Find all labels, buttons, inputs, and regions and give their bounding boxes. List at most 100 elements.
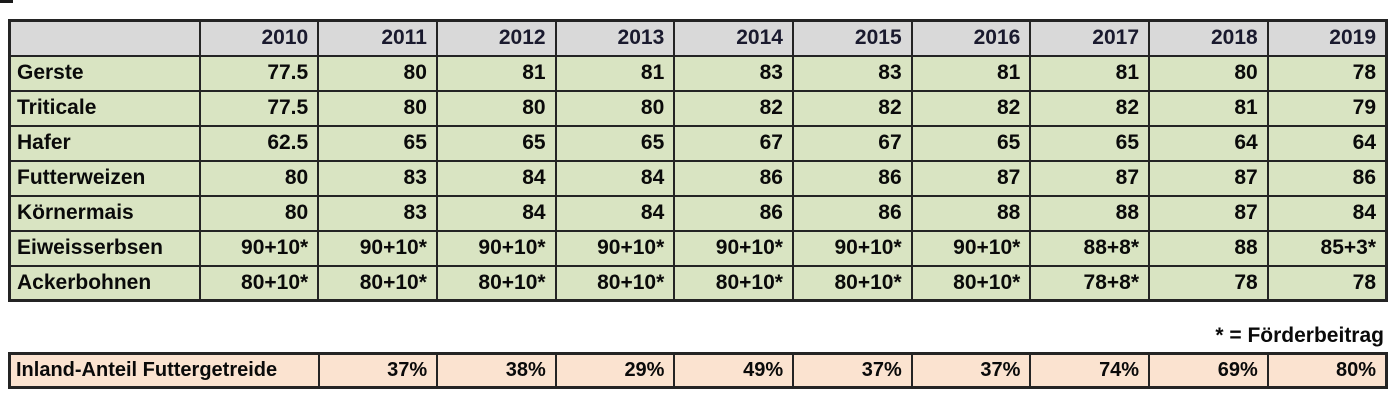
- value-cell: 67: [791, 124, 913, 162]
- value-cell: 90+10*: [673, 229, 794, 267]
- table-row-futterweizen: Futterweizen 80 83 84 84 86 86 87 87 87 …: [8, 159, 1388, 197]
- value-cell: 80: [317, 54, 438, 92]
- value-cell: 79: [1266, 89, 1388, 127]
- value-cell: 88: [1029, 194, 1150, 232]
- value-cell: 80+10*: [910, 264, 1032, 302]
- value-cell: 90+10*: [910, 229, 1032, 267]
- percent-cell: 74%: [1029, 352, 1151, 389]
- value-cell: 84: [554, 194, 676, 232]
- value-cell: 82: [673, 89, 794, 127]
- value-cell: 86: [791, 159, 913, 197]
- value-cell: 67: [673, 124, 794, 162]
- percent-cell: 37%: [910, 352, 1032, 389]
- value-cell: 83: [317, 159, 438, 197]
- value-cell: 90+10*: [317, 229, 438, 267]
- value-cell: 88: [1148, 229, 1269, 267]
- value-cell: 77.5: [198, 89, 320, 127]
- year-header-2012: 2012: [435, 19, 557, 57]
- value-cell: 87: [1029, 159, 1150, 197]
- value-cell: 80: [554, 89, 676, 127]
- row-label: Triticale: [8, 89, 201, 127]
- value-cell: 88: [910, 194, 1032, 232]
- value-cell: 86: [673, 194, 794, 232]
- table-row-koernermais: Körnermais 80 83 84 84 86 86 88 88 87 84: [8, 194, 1388, 232]
- value-cell: 90+10*: [198, 229, 320, 267]
- value-cell: 78: [1266, 264, 1388, 302]
- percent-cell: 80%: [1266, 352, 1388, 389]
- year-header-2016: 2016: [910, 19, 1032, 57]
- value-cell: 65: [910, 124, 1032, 162]
- value-cell: 84: [435, 159, 557, 197]
- year-header-2014: 2014: [673, 19, 794, 57]
- bottom-row-label: Inland-Anteil Futtergetreide: [8, 352, 320, 389]
- value-cell: 80+10*: [791, 264, 913, 302]
- percent-cell: 69%: [1148, 352, 1269, 389]
- value-cell: 65: [435, 124, 557, 162]
- value-cell: 84: [554, 159, 676, 197]
- value-cell: 84: [435, 194, 557, 232]
- year-header-2017: 2017: [1029, 19, 1150, 57]
- value-cell: 64: [1266, 124, 1388, 162]
- percent-cell: 37%: [792, 352, 913, 389]
- value-cell: 78: [1266, 54, 1388, 92]
- value-cell: 81: [1029, 54, 1150, 92]
- value-cell: 86: [791, 194, 913, 232]
- percent-cell: 37%: [317, 352, 439, 389]
- row-label: Körnermais: [8, 194, 201, 232]
- value-cell: 87: [1148, 159, 1269, 197]
- year-header-2015: 2015: [791, 19, 913, 57]
- header-row: 2010 2011 2012 2013 2014 2015 2016 2017 …: [8, 19, 1388, 57]
- value-cell: 65: [554, 124, 676, 162]
- row-label: Ackerbohnen: [8, 264, 201, 302]
- value-cell: 85+3*: [1266, 229, 1388, 267]
- year-header-2019: 2019: [1266, 19, 1388, 57]
- crop-edge-artifact: [0, 0, 13, 3]
- value-cell: 80+10*: [554, 264, 676, 302]
- year-header-2013: 2013: [554, 19, 676, 57]
- row-label: Futterweizen: [8, 159, 201, 197]
- value-cell: 84: [1266, 194, 1388, 232]
- value-cell: 62.5: [198, 124, 320, 162]
- row-label: Gerste: [8, 54, 201, 92]
- value-cell: 80: [317, 89, 438, 127]
- value-cell: 65: [1029, 124, 1150, 162]
- inland-anteil-row: Inland-Anteil Futtergetreide 37% 38% 29%…: [8, 352, 1388, 389]
- value-cell: 80: [198, 159, 320, 197]
- value-cell: 81: [1148, 89, 1269, 127]
- value-cell: 78+8*: [1029, 264, 1150, 302]
- value-cell: 83: [673, 54, 794, 92]
- table-row-ackerbohnen: Ackerbohnen 80+10* 80+10* 80+10* 80+10* …: [8, 264, 1388, 302]
- value-cell: 90+10*: [791, 229, 913, 267]
- value-cell: 82: [910, 89, 1032, 127]
- table-row-hafer: Hafer 62.5 65 65 65 67 67 65 65 64 64: [8, 124, 1388, 162]
- percent-cell: 29%: [554, 352, 676, 389]
- value-cell: 90+10*: [435, 229, 557, 267]
- value-cell: 82: [791, 89, 913, 127]
- value-cell: 80: [1148, 54, 1269, 92]
- value-cell: 82: [1029, 89, 1150, 127]
- value-cell: 86: [673, 159, 794, 197]
- table-row-triticale: Triticale 77.5 80 80 80 82 82 82 82 81 7…: [8, 89, 1388, 127]
- percent-cell: 38%: [436, 352, 557, 389]
- value-cell: 83: [317, 194, 438, 232]
- row-label: Eiweisserbsen: [8, 229, 201, 267]
- value-cell: 80+10*: [198, 264, 320, 302]
- footnote-foerderbeitrag: * = Förderbeitrag: [1215, 324, 1384, 347]
- percent-cell: 49%: [673, 352, 795, 389]
- value-cell: 77.5: [198, 54, 320, 92]
- value-cell: 80+10*: [317, 264, 438, 302]
- value-cell: 81: [554, 54, 676, 92]
- value-cell: 78: [1148, 264, 1269, 302]
- value-cell: 88+8*: [1029, 229, 1150, 267]
- year-header-2010: 2010: [198, 19, 320, 57]
- value-cell: 80+10*: [673, 264, 794, 302]
- price-table: 2010 2011 2012 2013 2014 2015 2016 2017 …: [8, 19, 1388, 302]
- value-cell: 90+10*: [554, 229, 676, 267]
- table-row-eiweisserbsen: Eiweisserbsen 90+10* 90+10* 90+10* 90+10…: [8, 229, 1388, 267]
- row-label: Hafer: [8, 124, 201, 162]
- value-cell: 87: [910, 159, 1032, 197]
- value-cell: 81: [910, 54, 1032, 92]
- value-cell: 64: [1148, 124, 1269, 162]
- value-cell: 83: [791, 54, 913, 92]
